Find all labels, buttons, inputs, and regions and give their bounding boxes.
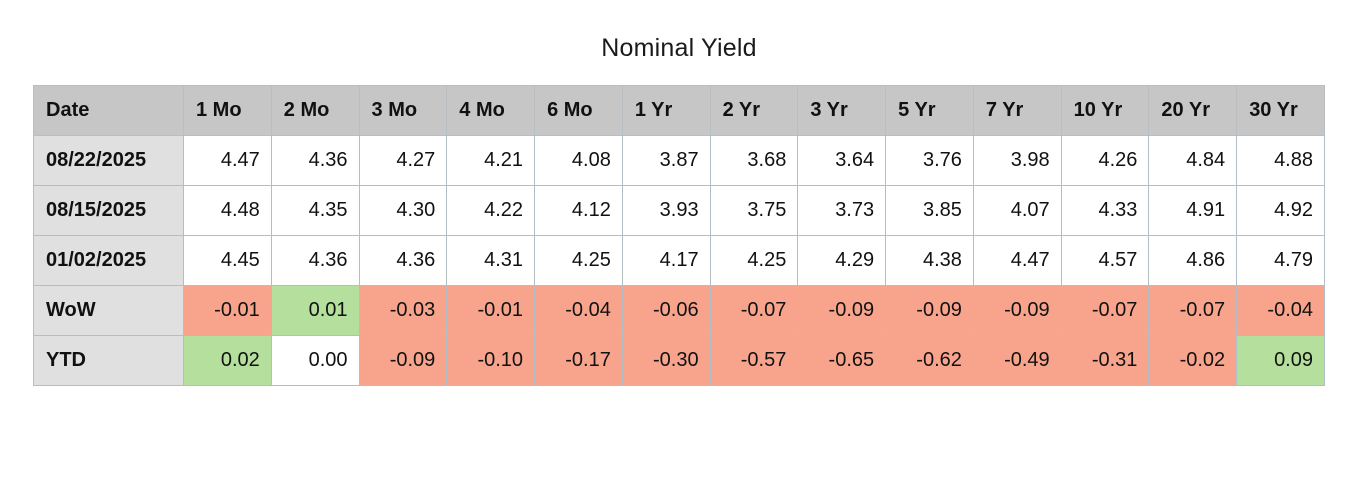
- change-cell: -0.09: [972, 285, 1062, 336]
- yield-cell: 3.68: [709, 135, 799, 186]
- change-cell: -0.03: [358, 285, 448, 336]
- yield-cell: 3.85: [885, 185, 974, 236]
- yield-cell: 4.08: [534, 135, 623, 186]
- row-label: 01/02/2025: [33, 235, 184, 286]
- yield-cell: 4.36: [270, 235, 360, 286]
- column-header-1yr: 1 Yr: [621, 85, 711, 136]
- yield-cell: 4.33: [1060, 185, 1150, 236]
- table-row: 01/02/2025 4.45 4.36 4.36 4.31 4.25 4.17…: [33, 235, 1325, 286]
- change-cell: -0.09: [358, 335, 448, 386]
- yield-cell: 4.25: [709, 235, 799, 286]
- yield-cell: 4.21: [446, 135, 536, 186]
- yield-cell: 4.17: [621, 235, 711, 286]
- page-title: Nominal Yield: [601, 34, 757, 62]
- change-cell: -0.07: [1060, 285, 1150, 336]
- change-cell: -0.06: [621, 285, 711, 336]
- column-header-2mo: 2 Mo: [270, 85, 360, 136]
- change-cell: -0.57: [709, 335, 799, 386]
- yield-cell: 4.92: [1236, 185, 1325, 236]
- yield-cell: 4.30: [358, 185, 448, 236]
- row-label: 08/22/2025: [33, 135, 184, 186]
- yield-cell: 4.57: [1060, 235, 1150, 286]
- change-cell: -0.31: [1060, 335, 1150, 386]
- change-cell: -0.04: [1236, 285, 1325, 336]
- column-header-2yr: 2 Yr: [709, 85, 799, 136]
- column-header-20yr: 20 Yr: [1148, 85, 1238, 136]
- row-label: 08/15/2025: [33, 185, 184, 236]
- yield-cell: 4.25: [534, 235, 623, 286]
- column-header-30yr: 30 Yr: [1236, 85, 1325, 136]
- change-cell: -0.09: [885, 285, 974, 336]
- yield-cell: 4.86: [1148, 235, 1238, 286]
- yield-cell: 3.64: [797, 135, 887, 186]
- change-cell: -0.07: [709, 285, 799, 336]
- row-label: YTD: [33, 335, 184, 386]
- change-cell: -0.01: [446, 285, 536, 336]
- change-cell: -0.62: [885, 335, 974, 386]
- yield-cell: 3.75: [709, 185, 799, 236]
- yield-cell: 3.73: [797, 185, 887, 236]
- yield-cell: 4.88: [1236, 135, 1325, 186]
- change-cell: 0.01: [270, 285, 360, 336]
- yield-cell: 4.38: [885, 235, 974, 286]
- yield-cell: 4.27: [358, 135, 448, 186]
- column-header-date: Date: [33, 85, 184, 136]
- yield-cell: 4.47: [972, 235, 1062, 286]
- yield-cell: 4.29: [797, 235, 887, 286]
- column-header-6mo: 6 Mo: [534, 85, 623, 136]
- yield-cell: 4.36: [270, 135, 360, 186]
- change-cell: 0.00: [270, 335, 360, 386]
- yield-cell: 3.98: [972, 135, 1062, 186]
- yield-cell: 4.84: [1148, 135, 1238, 186]
- row-label: WoW: [33, 285, 184, 336]
- yield-cell: 3.93: [621, 185, 711, 236]
- change-cell: 0.09: [1236, 335, 1325, 386]
- change-cell: -0.02: [1148, 335, 1238, 386]
- change-cell: -0.17: [534, 335, 623, 386]
- change-cell: -0.30: [621, 335, 711, 386]
- yield-cell: 4.31: [446, 235, 536, 286]
- change-cell: 0.02: [183, 335, 272, 386]
- change-cell: -0.04: [534, 285, 623, 336]
- change-cell: -0.09: [797, 285, 887, 336]
- yield-cell: 4.35: [270, 185, 360, 236]
- column-header-7yr: 7 Yr: [972, 85, 1062, 136]
- change-cell: -0.01: [183, 285, 272, 336]
- change-cell: -0.49: [972, 335, 1062, 386]
- change-cell: -0.07: [1148, 285, 1238, 336]
- table-row: 08/22/2025 4.47 4.36 4.27 4.21 4.08 3.87…: [33, 135, 1325, 186]
- yield-cell: 3.76: [885, 135, 974, 186]
- yield-cell: 3.87: [621, 135, 711, 186]
- yield-cell: 4.79: [1236, 235, 1325, 286]
- column-header-5yr: 5 Yr: [885, 85, 974, 136]
- yield-cell: 4.45: [183, 235, 272, 286]
- yield-cell: 4.26: [1060, 135, 1150, 186]
- yield-cell: 4.47: [183, 135, 272, 186]
- yield-cell: 4.36: [358, 235, 448, 286]
- change-cell: -0.65: [797, 335, 887, 386]
- nominal-yield-table: Date 1 Mo 2 Mo 3 Mo 4 Mo 6 Mo 1 Yr 2 Yr …: [33, 85, 1325, 386]
- column-header-1mo: 1 Mo: [183, 85, 272, 136]
- yield-cell: 4.07: [972, 185, 1062, 236]
- column-header-4mo: 4 Mo: [446, 85, 536, 136]
- column-header-3mo: 3 Mo: [358, 85, 448, 136]
- table-row-ytd: YTD 0.02 0.00 -0.09 -0.10 -0.17 -0.30 -0…: [33, 335, 1325, 386]
- column-header-3yr: 3 Yr: [797, 85, 887, 136]
- yield-cell: 4.91: [1148, 185, 1238, 236]
- table-row-wow: WoW -0.01 0.01 -0.03 -0.01 -0.04 -0.06 -…: [33, 285, 1325, 336]
- yield-cell: 4.22: [446, 185, 536, 236]
- column-header-10yr: 10 Yr: [1060, 85, 1150, 136]
- yield-cell: 4.12: [534, 185, 623, 236]
- yield-cell: 4.48: [183, 185, 272, 236]
- header-row: Date 1 Mo 2 Mo 3 Mo 4 Mo 6 Mo 1 Yr 2 Yr …: [33, 85, 1325, 136]
- table-row: 08/15/2025 4.48 4.35 4.30 4.22 4.12 3.93…: [33, 185, 1325, 236]
- change-cell: -0.10: [446, 335, 536, 386]
